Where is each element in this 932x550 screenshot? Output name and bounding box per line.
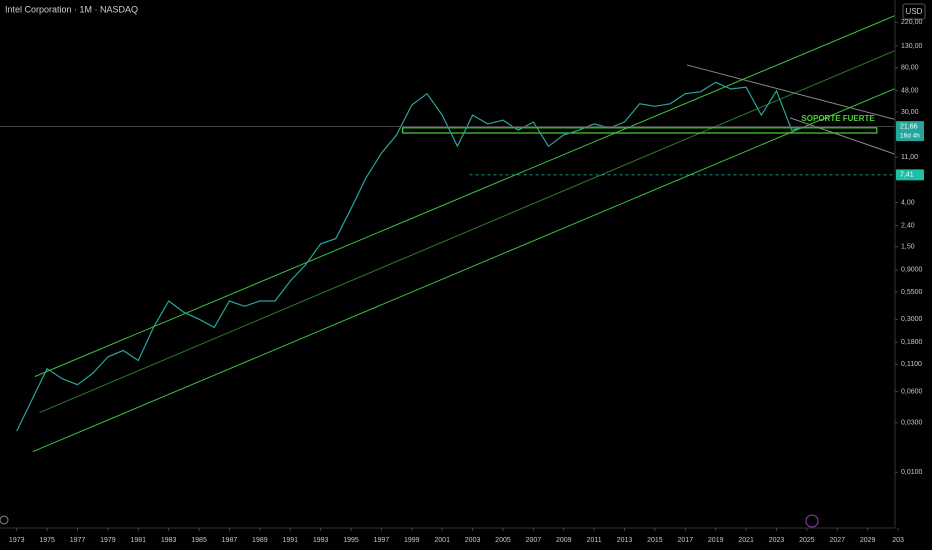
x-tick-label: 1981 [130, 537, 146, 544]
zone-label: SOPORTE FUERTE [801, 114, 875, 123]
y-tick-label: 4,00 [901, 199, 915, 206]
y-tick-label: 0,1800 [901, 339, 923, 346]
y-tick-label: 2,40 [901, 222, 915, 229]
y-tick-label: 0,5500 [901, 289, 923, 296]
y-tick-label: 48,00 [901, 88, 919, 95]
price-axis-panel [895, 0, 932, 550]
trendline [32, 87, 897, 453]
plot-area: SOPORTE FUERTE [0, 14, 897, 453]
currency-label[interactable]: USD [906, 7, 923, 16]
chart-title: Intel Corporation · 1M · NASDAQ [5, 4, 138, 14]
x-tick-label: 2019 [708, 537, 724, 544]
x-tick-label: 2029 [860, 537, 876, 544]
countdown-label: 16d 4h [900, 132, 920, 139]
trendline [789, 117, 897, 156]
y-tick-label: 0,0600 [901, 388, 923, 395]
price-badge-label: 21,66 [900, 123, 918, 130]
x-tick-label: 2027 [829, 537, 845, 544]
x-tick-label: 1999 [404, 537, 420, 544]
x-tick-label: 1997 [374, 537, 390, 544]
x-tick-label: 1977 [70, 537, 86, 544]
trendline [686, 64, 897, 121]
x-tick-label: 2025 [799, 537, 815, 544]
support-zone [402, 127, 878, 134]
x-tick-label: 1989 [252, 537, 268, 544]
x-tick-label: 1973 [9, 537, 25, 544]
logo [0, 515, 9, 525]
x-tick-label: 1975 [39, 537, 55, 544]
trendline [34, 14, 897, 377]
trendline [39, 49, 897, 414]
y-tick-label: 80,00 [901, 65, 919, 72]
y-tick-label: 0,1100 [901, 361, 922, 368]
x-tick-label: 2001 [434, 537, 450, 544]
y-tick-label: 130,00 [901, 43, 923, 50]
currency-button[interactable] [902, 3, 926, 20]
x-tick-label: 1993 [313, 537, 329, 544]
x-tick-label: 2005 [495, 537, 511, 544]
x-tick-label: 1979 [100, 537, 116, 544]
y-tick-label: 11,00 [901, 154, 918, 161]
x-tick-label: 1991 [282, 537, 298, 544]
x-tick-label: 2011 [587, 537, 602, 544]
x-tick-label: 1995 [343, 537, 359, 544]
y-tick-label: 0,3000 [901, 316, 923, 323]
x-tick-label: 1987 [222, 537, 238, 544]
y-tick-label: 220,00 [901, 19, 923, 26]
flash-icon[interactable] [805, 514, 819, 528]
y-tick-label: 0,9000 [901, 267, 923, 274]
x-tick-label: 2017 [678, 537, 694, 544]
x-tick-label: 2003 [465, 537, 481, 544]
x-tick-label: 1983 [161, 537, 177, 544]
x-tick-label: 2007 [526, 537, 542, 544]
x-tick-label: 2009 [556, 537, 572, 544]
x-tick-label: 203 [892, 537, 904, 544]
x-tick-label: 2013 [617, 537, 633, 544]
y-tick-label: 30,00 [901, 109, 919, 116]
axes: 220,00 130,00 80,00 48,00 30,00 11,00 4,00 2,40… [9, 19, 924, 544]
price-line [16, 81, 808, 432]
price-badge-label: 7,41 [900, 172, 914, 179]
price-badge [896, 121, 924, 142]
x-tick-label: 2015 [647, 537, 663, 544]
y-tick-label: 1,50 [901, 244, 915, 251]
x-tick-label: 1985 [191, 537, 207, 544]
x-tick-label: 2023 [769, 537, 785, 544]
price-badge [896, 169, 924, 181]
y-tick-label: 0,0100 [901, 469, 923, 476]
y-tick-label: 0,0300 [901, 420, 923, 427]
x-tick-label: 2021 [738, 537, 754, 544]
